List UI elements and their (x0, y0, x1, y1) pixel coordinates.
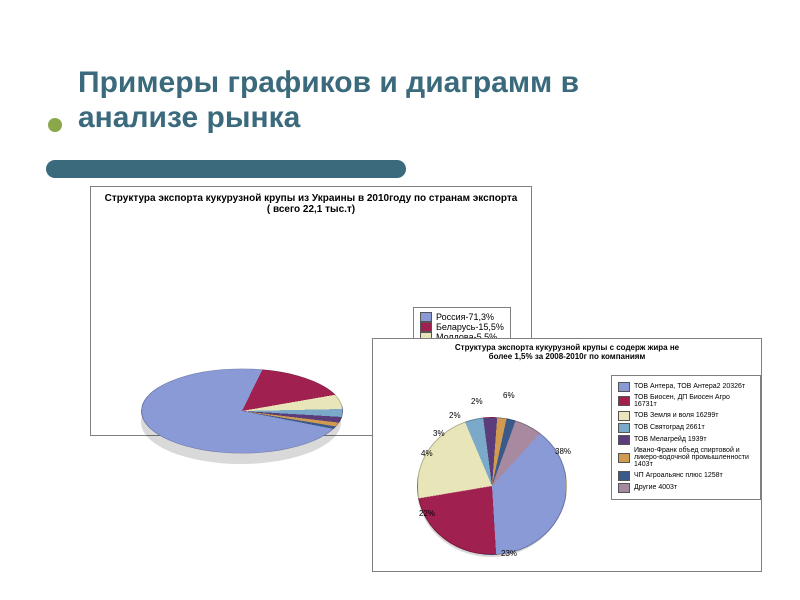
legend-label: ТОВ Земля и воля 16299т (634, 412, 719, 419)
legend-swatch (618, 423, 630, 433)
legend-label: Беларусь-15,5% (436, 322, 504, 332)
pie-data-label: 6% (503, 391, 515, 400)
slide-title: Примеры графиков и диаграмм в анализе ры… (78, 66, 698, 135)
legend-swatch (618, 483, 630, 493)
legend-swatch (420, 322, 432, 332)
legend-item: Ивано-Франк объед спиртовой и ликеро-вод… (618, 447, 754, 469)
pie-data-label: 22% (419, 509, 435, 518)
chart-export-by-company: Структура экспорта кукурузной крупы с со… (372, 338, 762, 572)
legend-swatch (618, 411, 630, 421)
legend-item: ЧП Агроальянс плюс 1258т (618, 471, 754, 481)
pie-data-label: 3% (433, 429, 445, 438)
legend-swatch (420, 312, 432, 322)
legend-swatch (618, 453, 630, 463)
legend-label: ТОВ Святоград 2661т (634, 424, 705, 431)
legend-item: Другие 4003т (618, 483, 754, 493)
legend-item: ТОВ Святоград 2661т (618, 423, 754, 433)
legend-item: ТОВ Биосен, ДП Биосен Агро 16731т (618, 394, 754, 409)
pie-data-label: 4% (421, 449, 433, 458)
pie-data-label: 2% (471, 397, 483, 406)
chart2-title: Структура экспорта кукурузной крупы с со… (443, 343, 691, 361)
chart2-legend: ТОВ Антера, ТОВ Антера2 20326т ТОВ Биосен… (611, 375, 761, 500)
legend-swatch (618, 435, 630, 445)
legend-swatch (618, 471, 630, 481)
pie-data-label: 38% (555, 447, 571, 456)
legend-label: ЧП Агроальянс плюс 1258т (634, 472, 723, 479)
legend-item: ТОВ Земля и воля 16299т (618, 411, 754, 421)
legend-item: ТОВ Мелагрейд 1939т (618, 435, 754, 445)
legend-swatch (618, 396, 630, 406)
legend-item: Россия-71,3% (420, 312, 504, 322)
legend-label: ТОВ Антера, ТОВ Антера2 20326т (634, 383, 745, 390)
legend-label: Ивано-Франк объед спиртовой и ликеро-вод… (634, 447, 754, 469)
legend-item: Беларусь-15,5% (420, 322, 504, 332)
legend-item: ТОВ Антера, ТОВ Антера2 20326т (618, 382, 754, 392)
pie-data-label: 23% (501, 549, 517, 558)
legend-label: ТОВ Биосен, ДП Биосен Агро 16731т (634, 394, 754, 409)
accent-bar (46, 160, 406, 178)
legend-label: Другие 4003т (634, 484, 677, 491)
legend-swatch (618, 382, 630, 392)
legend-label: Россия-71,3% (436, 312, 494, 322)
pie-data-label: 2% (449, 411, 461, 420)
title-bullet (48, 118, 62, 132)
chart1-title: Структура экспорта кукурузной крупы из У… (101, 193, 521, 215)
legend-label: ТОВ Мелагрейд 1939т (634, 436, 707, 443)
